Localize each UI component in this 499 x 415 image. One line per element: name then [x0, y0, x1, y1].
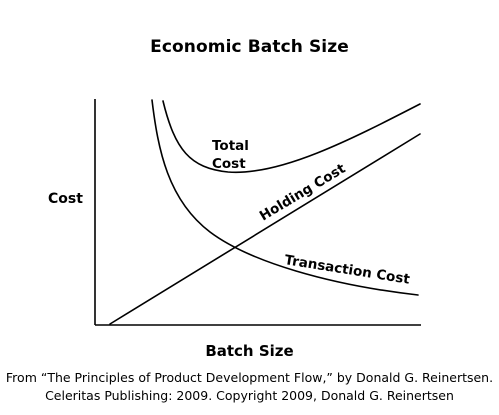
- total-cost-curve: [162, 100, 421, 174]
- holding-cost-label: Holding Cost: [257, 160, 349, 224]
- chart-title: Economic Batch Size: [150, 37, 349, 57]
- total-cost-label-line1: Total: [212, 138, 249, 154]
- transaction-cost-curve: [151, 99, 419, 296]
- total-cost-label-line2: Cost: [212, 156, 246, 172]
- holding-cost-curve: [109, 133, 421, 325]
- x-axis-label: Batch Size: [205, 342, 294, 360]
- source-credit-line1: From “The Principles of Product Developm…: [5, 370, 494, 385]
- source-credit-line2: Celeritas Publishing: 2009. Copyright 20…: [45, 388, 454, 403]
- y-axis-label: Cost: [48, 191, 83, 207]
- transaction-cost-label: Transaction Cost: [283, 252, 411, 288]
